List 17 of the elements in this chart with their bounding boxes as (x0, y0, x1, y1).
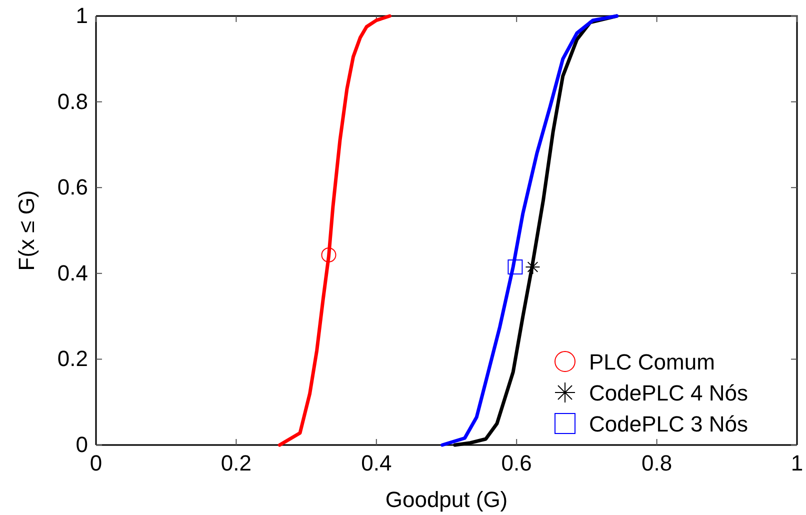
y-tick-label: 0.6 (57, 174, 88, 200)
x-tick-label: 0.4 (361, 450, 392, 476)
line-series (278, 14, 392, 447)
x-tick-label: 1 (790, 450, 804, 476)
legend-label: CodePLC 4 Nós (589, 380, 748, 406)
y-tick-label: 0.4 (57, 260, 88, 286)
y-tick-label: 1 (76, 3, 88, 28)
x-tick-label: 0.2 (220, 450, 252, 476)
x-axis-title: Goodput (G) (385, 487, 508, 512)
legend-label: CodePLC 3 Nós (589, 412, 748, 436)
y-axis-title: F(x ≤ G) (14, 190, 39, 271)
legend-label: PLC Comum (589, 350, 715, 374)
y-tick-label: 0.8 (57, 88, 88, 114)
y-tick-label: 0.2 (57, 346, 88, 372)
x-tick-label: 0.6 (501, 450, 532, 476)
x-tick-label: 0.8 (642, 450, 672, 476)
y-tick-label: 0 (76, 432, 88, 458)
